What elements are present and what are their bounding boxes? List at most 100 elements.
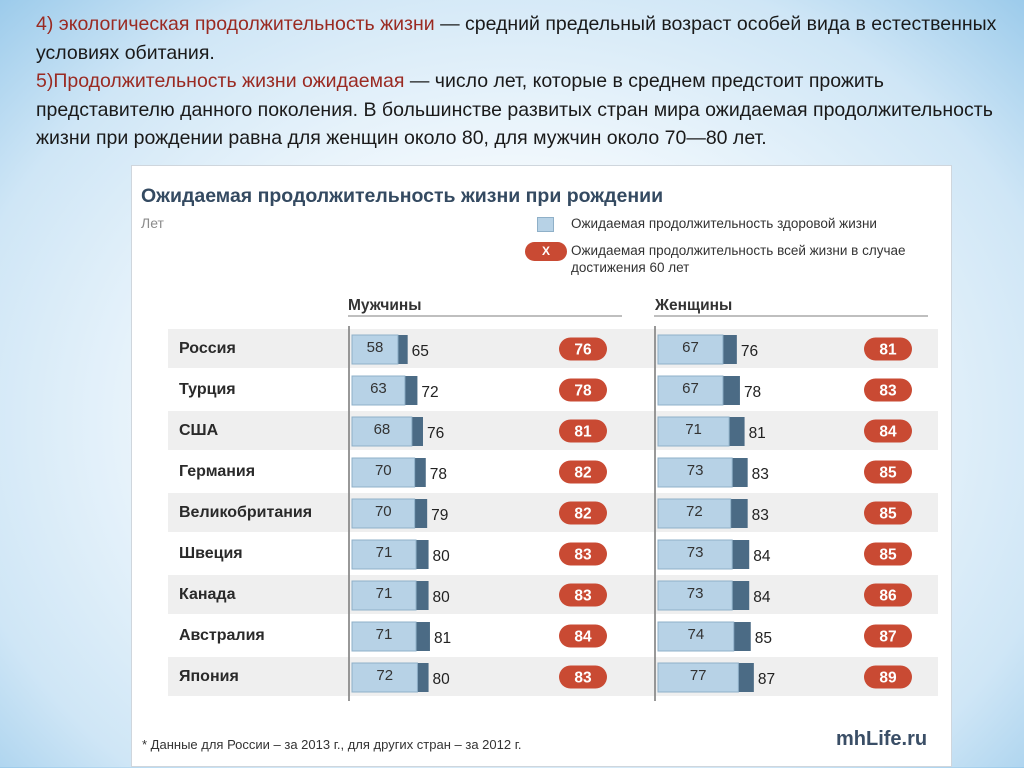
- badge-at60: [559, 460, 607, 484]
- group-label-women: Женщины: [655, 297, 733, 314]
- badge-at60: [559, 378, 607, 402]
- definition-4-text: — средний предельный возраст особей вида…: [36, 13, 997, 64]
- bar-healthy: [657, 498, 732, 529]
- badge-at60-value: 83: [574, 670, 592, 687]
- badge-at60: [864, 337, 912, 361]
- bar-healthy: [351, 457, 416, 488]
- badge-at60: [559, 624, 607, 648]
- badge-at60-value: 83: [879, 383, 897, 400]
- badge-at60: [559, 501, 607, 525]
- bar-total-value: 81: [749, 425, 766, 442]
- chart-title: Ожидаемая продолжительность жизни при ро…: [141, 185, 664, 207]
- badge-at60: [864, 501, 912, 525]
- country-label: Великобритания: [179, 504, 312, 521]
- bar-healthy: [657, 375, 724, 406]
- bar-total-value: 80: [433, 589, 451, 606]
- badge-at60-value: 83: [574, 547, 592, 564]
- bar-total-value: 72: [421, 384, 438, 401]
- bar-healthy-value: 67: [682, 339, 699, 356]
- bar-healthy: [351, 662, 418, 693]
- bar-healthy: [351, 498, 416, 529]
- bar-healthy: [657, 457, 733, 488]
- row-background: [168, 657, 938, 696]
- country-label: Австралия: [179, 627, 265, 644]
- badge-at60-value: 87: [879, 629, 896, 646]
- bar-total-value: 84: [753, 589, 771, 606]
- bar-healthy: [657, 662, 739, 693]
- bar-healthy-value: 67: [682, 380, 699, 397]
- country-label: Турция: [179, 381, 236, 398]
- definition-5-text: — число лет, которые в среднем предстоит…: [36, 70, 993, 149]
- chart-plot: Россия Турция США Германия Великобритания Шве…: [168, 315, 938, 701]
- bar-healthy: [657, 416, 730, 447]
- bar-healthy-value: 71: [376, 544, 393, 561]
- bar-healthy: [351, 621, 417, 652]
- bar-healthy-value: 70: [375, 503, 392, 520]
- badge-at60-value: 86: [879, 588, 897, 605]
- badge-at60: [559, 665, 607, 689]
- badge-at60-value: 81: [879, 342, 897, 359]
- legend-at60-marker: X: [525, 242, 567, 261]
- badge-at60: [864, 624, 912, 648]
- country-label: Россия: [179, 340, 236, 357]
- definition-5-term: 5)Продолжительность жизни ожидаемая: [36, 70, 405, 92]
- legend-at60-label: Ожидаемая продолжительность всей жизни в…: [571, 243, 906, 275]
- legend-healthy-label: Ожидаемая продолжительность здоровой жиз…: [571, 216, 877, 231]
- badge-at60: [864, 542, 912, 566]
- badge-at60: [559, 583, 607, 607]
- badge-at60-value: 78: [574, 383, 592, 400]
- legend-healthy-swatch: [537, 217, 554, 232]
- bar-healthy-value: 63: [370, 380, 387, 397]
- badge-at60-value: 82: [574, 506, 591, 523]
- bar-healthy-value: 68: [374, 421, 391, 438]
- bar-total-value: 87: [758, 671, 775, 688]
- bar-total-value: 84: [753, 548, 771, 565]
- group-label-men: Мужчины: [348, 297, 422, 314]
- bar-total-value: 80: [433, 671, 451, 688]
- badge-at60: [864, 378, 912, 402]
- bar-healthy: [351, 334, 399, 365]
- badge-at60-value: 85: [879, 547, 897, 564]
- definition-4-term: 4) экологическая продолжительность жизни: [36, 13, 435, 35]
- badge-at60-value: 83: [574, 588, 592, 605]
- badge-at60: [864, 665, 912, 689]
- badge-at60-value: 89: [879, 670, 897, 687]
- bar-healthy: [657, 334, 724, 365]
- bar-healthy: [351, 375, 406, 406]
- bar-healthy-value: 77: [690, 667, 707, 684]
- badge-at60-value: 85: [879, 506, 897, 523]
- bar-healthy-value: 71: [685, 421, 702, 438]
- badge-at60-value: 81: [574, 424, 592, 441]
- badge-at60: [559, 419, 607, 443]
- badge-at60-value: 85: [879, 465, 897, 482]
- bar-healthy-value: 72: [376, 667, 393, 684]
- bar-healthy-value: 72: [686, 503, 703, 520]
- bar-healthy: [657, 621, 735, 652]
- row-background: [168, 493, 938, 532]
- country-label: Швеция: [179, 545, 243, 562]
- row-background: [168, 411, 938, 450]
- badge-at60: [864, 419, 912, 443]
- bar-total-value: 81: [434, 630, 451, 647]
- bar-healthy: [351, 416, 413, 447]
- badge-at60-value: 84: [879, 424, 897, 441]
- bar-total-value: 85: [755, 630, 772, 647]
- chart-panel: Ожидаемая продолжительность жизни при ро…: [131, 165, 952, 767]
- chart-unit: Лет: [141, 215, 164, 231]
- bar-healthy: [351, 580, 417, 611]
- badge-at60: [864, 583, 912, 607]
- bar-total-value: 83: [752, 466, 769, 483]
- country-label: Германия: [179, 463, 255, 480]
- bar-total-value: 76: [741, 343, 758, 360]
- row-background: [168, 575, 938, 614]
- bar-healthy-value: 58: [367, 339, 384, 356]
- bar-healthy-value: 70: [375, 462, 392, 479]
- bar-healthy-value: 73: [687, 462, 704, 479]
- country-label: США: [179, 422, 219, 439]
- bar-total-value: 78: [744, 384, 761, 401]
- badge-at60-value: 84: [574, 629, 592, 646]
- badge-at60-value: 82: [574, 465, 591, 482]
- bar-healthy: [657, 580, 733, 611]
- chart-footnote: * Данные для России – за 2013 г., для др…: [142, 737, 522, 752]
- bar-healthy: [657, 539, 733, 570]
